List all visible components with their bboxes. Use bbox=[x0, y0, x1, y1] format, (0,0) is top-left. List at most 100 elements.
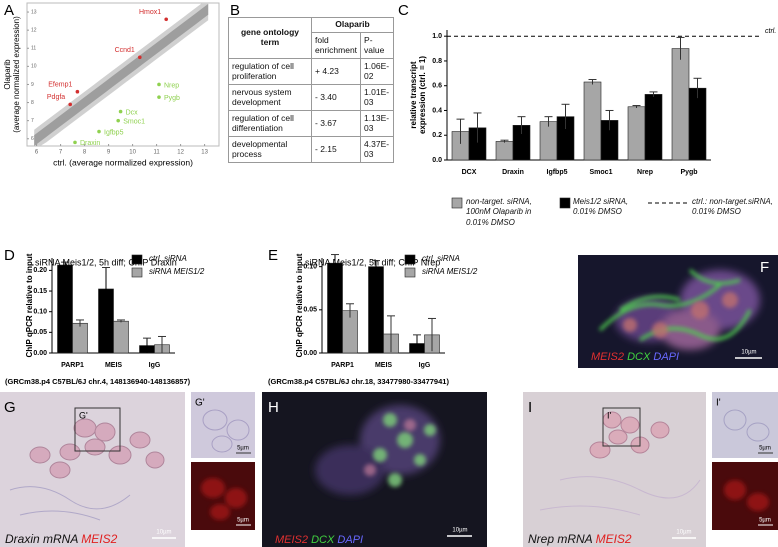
y-axis-label: ChIP qPCR relative to input bbox=[295, 253, 304, 357]
gene-point bbox=[116, 118, 120, 123]
y-tick-label: 13 bbox=[31, 9, 37, 15]
error-bar bbox=[605, 109, 614, 131]
legend-swatch bbox=[404, 267, 416, 278]
error-bar bbox=[473, 112, 482, 143]
scale-label: 5µm bbox=[759, 518, 771, 524]
gene-point bbox=[68, 102, 72, 107]
x-tick-label: 7 bbox=[59, 150, 63, 156]
bar bbox=[368, 266, 384, 354]
probe: Draxin mRNA bbox=[5, 532, 78, 546]
gene-label: Pygb bbox=[164, 95, 180, 102]
gene-label: Hmox1 bbox=[139, 9, 161, 16]
x-tick-label: MEIS bbox=[105, 362, 122, 369]
y-tick-label: 9 bbox=[31, 82, 34, 88]
y-tick-label: 0.15 bbox=[33, 288, 47, 295]
scale-label: 5µm bbox=[237, 518, 249, 524]
bar bbox=[327, 262, 343, 354]
stain: MEIS2 bbox=[275, 534, 308, 546]
error-bar bbox=[102, 267, 110, 311]
y-tick-label: 0.6 bbox=[432, 83, 442, 90]
legend-label: siRNA MEIS1/2 bbox=[149, 267, 205, 276]
table-cell: developmental process bbox=[228, 136, 312, 163]
scale-label: 10µm bbox=[452, 528, 467, 534]
panel-letter: D bbox=[4, 247, 15, 264]
y-tick-label: 0.00 bbox=[303, 350, 317, 357]
stain: MEIS2 bbox=[596, 532, 632, 546]
bar bbox=[688, 87, 707, 161]
error-bar bbox=[649, 91, 658, 97]
y-axis-label: Olaparib bbox=[3, 59, 12, 90]
panel-letter: G bbox=[4, 399, 16, 416]
legend-label: ctrl.: non-target.siRNA, 0.01% DMSO bbox=[692, 197, 773, 217]
y-tick-label: 0.4 bbox=[432, 107, 442, 114]
error-bar bbox=[561, 103, 570, 130]
gene-point bbox=[118, 109, 123, 114]
table-cell: regulation of cell differentiation bbox=[228, 110, 312, 137]
gene-label: Efemp1 bbox=[48, 82, 72, 89]
y-tick-label: 0.2 bbox=[432, 132, 442, 139]
inset-label: I' bbox=[607, 410, 612, 420]
legend-label: non-target. siRNA, 100nM Olaparib in 0.0… bbox=[466, 197, 532, 227]
reference-label: ctrl. bbox=[765, 28, 776, 35]
y-tick-label: 7 bbox=[31, 118, 34, 124]
error-bar bbox=[158, 335, 166, 353]
panel-letter: F bbox=[760, 259, 769, 276]
error-bar bbox=[456, 118, 465, 144]
table-cell: 1.01E-03 bbox=[360, 84, 394, 111]
x-tick-label: 8 bbox=[83, 150, 87, 156]
stain-label: MEIS2 DCX DAPI bbox=[591, 351, 679, 363]
gene-label: Pdgfa bbox=[47, 94, 65, 101]
legend-label: siRNA MEIS1/2 bbox=[422, 267, 478, 276]
bar bbox=[627, 106, 646, 161]
stain: DCX bbox=[627, 351, 651, 363]
scale-label: 10µm bbox=[676, 530, 691, 536]
error-bar bbox=[372, 260, 380, 273]
bar bbox=[57, 264, 73, 354]
error-bar bbox=[517, 116, 526, 134]
x-tick-label: 9 bbox=[107, 150, 111, 156]
bar bbox=[113, 320, 129, 354]
y-tick-label: 0.00 bbox=[33, 350, 47, 357]
legend-swatch bbox=[131, 267, 143, 278]
gene-label: Dcx bbox=[126, 109, 139, 116]
y-tick-label: 11 bbox=[31, 46, 36, 52]
x-tick-label: 12 bbox=[177, 150, 184, 156]
x-tick-label: PARP1 bbox=[61, 362, 84, 369]
stain: MEIS2 bbox=[591, 351, 624, 363]
error-bar bbox=[544, 116, 553, 127]
legend-swatch bbox=[131, 254, 143, 265]
table-cell: + 4.23 bbox=[310, 58, 362, 85]
legend-label: ctrl. siRNA bbox=[149, 254, 187, 263]
stain: MEIS2 bbox=[81, 532, 117, 546]
table-cell: - 2.15 bbox=[310, 136, 362, 163]
error-bar bbox=[693, 77, 702, 99]
table-cell: nervous system development bbox=[228, 84, 312, 111]
x-tick-label: Pygb bbox=[680, 169, 697, 176]
x-tick-label: Igfbp5 bbox=[547, 169, 568, 176]
legend-swatch bbox=[404, 254, 416, 265]
gene-label: Smoc1 bbox=[123, 119, 145, 126]
stain-label: MEIS2 DCX DAPI bbox=[275, 534, 363, 546]
legend-label: ctrl. siRNA bbox=[422, 254, 460, 263]
table-header: Olaparib bbox=[311, 16, 394, 34]
gene-point bbox=[75, 89, 80, 94]
chart-title: siRNA Meis1/2, 5h diff; ChIP Draxin bbox=[35, 257, 177, 267]
table-cell: 1.06E-02 bbox=[360, 58, 394, 85]
table-cell: 4.37E-03 bbox=[360, 136, 394, 163]
scale-label: 10µm bbox=[741, 350, 756, 356]
x-tick-label: 10 bbox=[129, 150, 136, 156]
gene-point bbox=[97, 129, 101, 134]
x-tick-label: 11 bbox=[153, 150, 160, 156]
legend-swatch bbox=[451, 197, 463, 209]
panel-letter: E bbox=[268, 247, 278, 264]
image-i bbox=[523, 392, 778, 547]
y-axis-label: expression (ctrl. = 1) bbox=[418, 56, 427, 134]
y-axis-label: ChIP qPCR relative to input bbox=[25, 253, 34, 357]
scale-label: 5µm bbox=[237, 446, 249, 452]
y-axis-label: (average normalized expression) bbox=[12, 16, 21, 133]
x-tick-label: Nrep bbox=[637, 169, 653, 176]
y-tick-label: 0.8 bbox=[432, 58, 442, 65]
stain: DAPI bbox=[653, 351, 679, 363]
y-tick-label: 0.05 bbox=[303, 307, 317, 314]
